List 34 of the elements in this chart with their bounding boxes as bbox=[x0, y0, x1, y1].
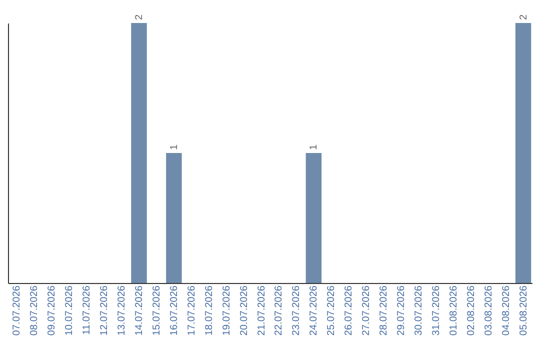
x-tick-label: 01.08.2026 bbox=[448, 285, 460, 336]
x-tick-label: 04.08.2026 bbox=[500, 285, 512, 336]
x-tick-label: 28.07.2026 bbox=[378, 285, 390, 336]
x-tick-label: 23.07.2026 bbox=[291, 285, 302, 336]
x-tick-label: 14.07.2026 bbox=[134, 285, 145, 336]
x-tick-label: 03.08.2026 bbox=[483, 285, 494, 336]
x-tick-label: 11.07.2026 bbox=[82, 285, 93, 335]
data-label: 2 bbox=[134, 14, 145, 20]
x-tick-label: 24.07.2026 bbox=[308, 285, 320, 336]
x-tick-label: 10.07.2026 bbox=[64, 285, 76, 336]
x-tick-label: 29.07.2026 bbox=[396, 285, 407, 336]
x-tick-label: 09.07.2026 bbox=[46, 285, 58, 336]
x-tick-label: 20.07.2026 bbox=[238, 285, 250, 336]
x-tick-label: 25.07.2026 bbox=[326, 285, 338, 336]
x-tick-label: 07.07.2026 bbox=[12, 285, 23, 336]
x-tick-label: 02.08.2026 bbox=[466, 285, 477, 336]
x-tick-label: 30.07.2026 bbox=[413, 285, 424, 336]
x-tick-label: 21.07.2026 bbox=[256, 285, 268, 336]
x-tick-label: 15.07.2026 bbox=[151, 285, 162, 336]
x-tick-label: 18.07.2026 bbox=[204, 285, 215, 336]
x-tick-label: 16.07.2026 bbox=[168, 285, 180, 336]
data-label: 1 bbox=[308, 144, 320, 150]
x-tick-label: 05.08.2026 bbox=[518, 285, 530, 336]
x-tick-label: 26.07.2026 bbox=[344, 285, 355, 336]
x-tick-label: 17.07.2026 bbox=[186, 285, 198, 336]
x-tick-label: 12.07.2026 bbox=[99, 285, 110, 336]
x-tick-label: 22.07.2026 bbox=[274, 285, 285, 336]
x-tick-label: 08.07.2026 bbox=[29, 285, 40, 336]
x-tick-label: 19.07.2026 bbox=[221, 285, 232, 336]
data-label: 2 bbox=[518, 14, 530, 20]
x-tick-label: 27.07.2026 bbox=[361, 285, 372, 336]
data-label: 1 bbox=[168, 144, 180, 150]
x-tick-label: 31.07.2026 bbox=[430, 285, 442, 336]
x-tick-label: 13.07.2026 bbox=[116, 285, 128, 336]
